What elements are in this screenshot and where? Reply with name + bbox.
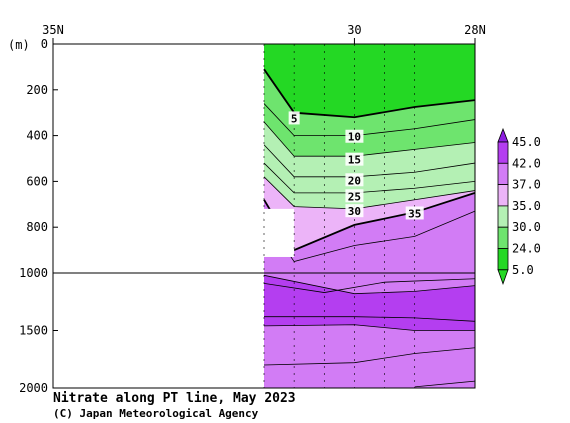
legend-label: 45.0	[512, 135, 541, 149]
contour-label-bg	[405, 206, 424, 220]
legend-swatch	[497, 162, 509, 186]
contour-label-bg	[345, 129, 364, 143]
contour-label: 25	[348, 190, 361, 203]
legend-swatch	[497, 184, 509, 207]
contour-line-5	[263, 68, 476, 119]
contour-line-41	[263, 324, 475, 331]
y-tick-label: 0	[41, 37, 48, 51]
contour-label-bg	[345, 189, 364, 203]
x-tick-label: 30	[347, 23, 361, 37]
contour-label-bg	[345, 173, 364, 187]
contour-label-bg	[288, 111, 300, 125]
band-deep	[264, 324, 475, 388]
contour-label-bg	[345, 204, 364, 218]
y-tick-label: 800	[26, 220, 48, 234]
y-axis-label: (m)	[8, 38, 30, 52]
missing-data-region	[264, 208, 295, 257]
y-tick-label: 200	[26, 83, 48, 97]
x-tick-label: 35N	[42, 23, 64, 37]
y-tick-label: 1000	[19, 266, 48, 280]
contour-label: 35	[408, 207, 421, 220]
y-tick-label: 600	[26, 174, 48, 188]
legend-bottom-arrow	[497, 269, 509, 285]
contour-line-36	[414, 380, 476, 388]
legend-label: 42.0	[512, 156, 541, 170]
band-lt5	[264, 44, 475, 118]
legend-label: 35.0	[512, 199, 541, 213]
x-tick-label: 28N	[464, 23, 486, 37]
y-tick-label: 400	[26, 129, 48, 143]
contour-label: 30	[348, 205, 361, 218]
contour-label-bg	[345, 152, 364, 166]
contour-label: 15	[348, 154, 361, 167]
legend-swatch	[497, 141, 509, 164]
band-30-35	[264, 176, 475, 251]
contour-line-42	[263, 278, 476, 293]
chart-credit: (C) Japan Meteorological Agency	[53, 407, 259, 420]
legend-swatch	[497, 248, 509, 271]
contour-label: 10	[348, 131, 361, 144]
y-tick-label: 2000	[19, 381, 48, 395]
chart-title: Nitrate along PT line, May 2023	[53, 391, 296, 406]
contour-line-40	[263, 274, 476, 295]
legend-label: 5.0	[512, 263, 534, 277]
legend-label: 24.0	[512, 242, 541, 256]
plot-frame	[52, 43, 476, 389]
legend-top-arrow	[497, 127, 509, 143]
legend-label: 30.0	[512, 220, 541, 234]
legend-swatch	[497, 205, 509, 228]
contour-label: 20	[348, 174, 361, 187]
legend-label: 37.0	[512, 178, 541, 192]
band-5-15	[264, 69, 475, 157]
contour-label: 5	[291, 112, 298, 125]
contour-line-39	[263, 347, 476, 366]
y-tick-label: 1500	[19, 324, 48, 338]
legend-swatch	[497, 226, 509, 249]
